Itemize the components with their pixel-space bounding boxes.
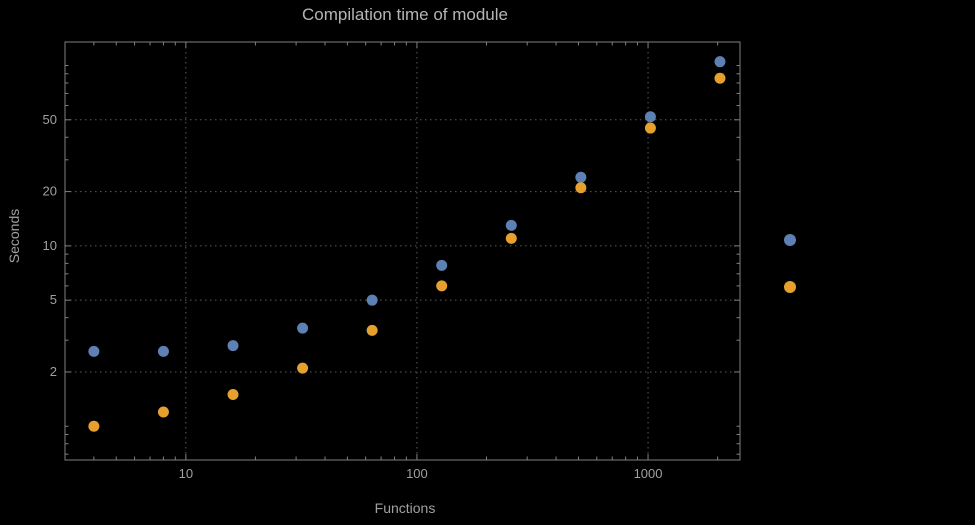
- x-tick-label: 1000: [634, 466, 663, 481]
- y-tick-label: 2: [50, 364, 57, 379]
- y-tick-label: 5: [50, 292, 57, 307]
- legend-marker: [784, 234, 796, 246]
- y-tick-label: 20: [43, 184, 57, 199]
- data-point-series-0: [157, 345, 169, 357]
- x-tick-label: 100: [406, 466, 428, 481]
- data-point-series-0: [714, 56, 726, 68]
- data-point-series-1: [436, 280, 448, 292]
- data-point-series-0: [436, 259, 448, 271]
- data-point-series-1: [88, 420, 100, 432]
- data-point-series-0: [227, 340, 239, 352]
- data-point-series-1: [227, 388, 239, 400]
- data-point-series-1: [297, 362, 309, 374]
- x-tick-label: 10: [179, 466, 193, 481]
- data-point-series-1: [157, 406, 169, 418]
- data-point-series-1: [366, 324, 378, 336]
- y-tick-label: 50: [43, 112, 57, 127]
- plot-frame: [64, 41, 741, 461]
- data-point-series-0: [88, 345, 100, 357]
- y-tick-label: 10: [43, 238, 57, 253]
- data-point-series-0: [575, 171, 587, 183]
- data-point-series-1: [644, 122, 656, 134]
- data-point-series-0: [644, 111, 656, 123]
- data-point-series-0: [297, 322, 309, 334]
- chart-title: Compilation time of module: [302, 5, 508, 24]
- data-point-series-0: [505, 219, 517, 231]
- data-point-series-1: [505, 232, 517, 244]
- legend-marker: [784, 281, 796, 293]
- x-axis-label: Functions: [374, 500, 436, 516]
- data-point-series-1: [714, 72, 726, 84]
- data-point-series-0: [366, 294, 378, 306]
- data-point-series-1: [575, 182, 587, 194]
